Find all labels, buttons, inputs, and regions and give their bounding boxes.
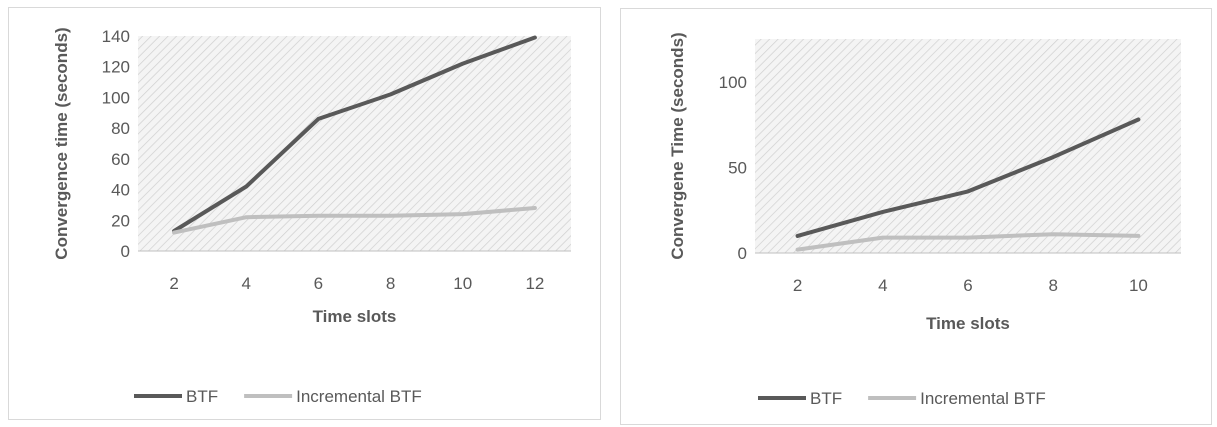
x-tick-label: 10 [1129,276,1148,295]
y-tick-label: 0 [121,242,130,261]
x-axis-title: Time slots [926,314,1010,333]
x-tick-label: 12 [525,274,544,293]
y-tick-label: 20 [111,211,130,230]
x-tick-label: 4 [878,276,887,295]
y-axis-title: Convergence time (seconds) [52,27,71,259]
chart-right: 0 50 100 2 4 6 8 10 Time slots Convergene Time (s… [668,32,1181,408]
x-tick-label: 10 [453,274,472,293]
x-tick-label: 2 [169,274,178,293]
x-tick-label: 8 [386,274,395,293]
x-tick-label: 6 [963,276,972,295]
series-line-incremental-btf [172,206,537,235]
legend-label: BTF [810,389,842,408]
chart-panel-right: 0 50 100 2 4 6 8 10 Time slots Convergene Time (s… [620,8,1212,425]
x-tick-label: 4 [242,274,251,293]
x-tick-label: 8 [1048,276,1057,295]
y-tick-label: 80 [111,119,130,138]
series-line-btf [172,35,537,233]
x-axis-title: Time slots [313,307,397,326]
legend-label: Incremental BTF [296,387,422,406]
y-tick-label: 40 [111,181,130,200]
y-tick-label: 60 [111,150,130,169]
legend-label: BTF [186,387,218,406]
chart-panel-left: 0 20 40 60 80 100 120 140 2 4 6 8 10 12 Time slots Conv… [8,7,601,420]
legend-label: Incremental BTF [920,389,1046,408]
y-tick-label: 100 [719,73,747,92]
plot-area [138,36,571,251]
y-tick-label: 100 [102,88,130,107]
y-tick-label: 0 [738,244,747,263]
y-axis-title: Convergene Time (seconds) [668,32,687,259]
y-tick-label: 50 [728,158,747,177]
y-tick-label: 120 [102,58,130,77]
x-tick-label: 2 [793,276,802,295]
series-line-incremental-btf [795,232,1141,252]
y-tick-label: 140 [102,27,130,46]
chart-left: 0 20 40 60 80 100 120 140 2 4 6 8 10 12 Time slots Conv… [52,27,571,406]
series-line-btf [795,117,1141,238]
x-tick-label: 6 [314,274,323,293]
plot-area [755,39,1181,253]
